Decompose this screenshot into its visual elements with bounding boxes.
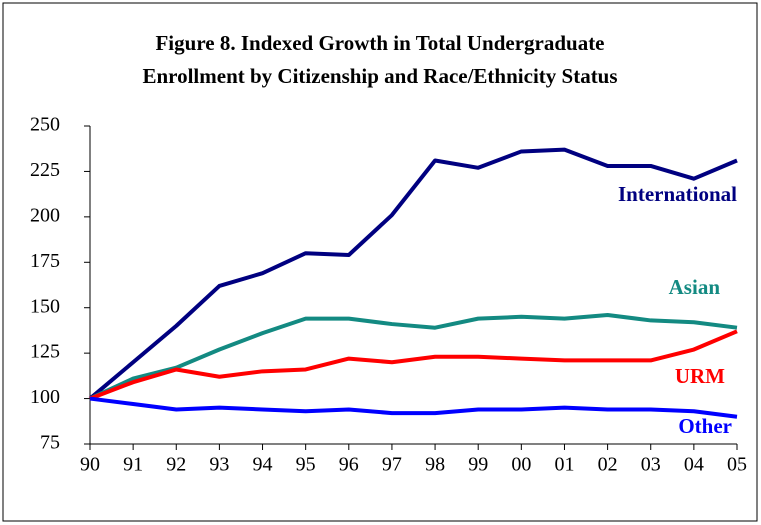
x-tick-label: 90: [80, 454, 100, 476]
series-label: Other: [678, 414, 732, 438]
series-label: International: [618, 182, 737, 206]
x-tick-label: 02: [598, 454, 618, 476]
x-tick-label: 94: [253, 454, 273, 476]
x-tick-label: 04: [684, 454, 704, 476]
y-tick-label: 225: [30, 159, 60, 181]
y-tick-label: 150: [30, 295, 60, 317]
chart-title: Enrollment by Citizenship and Race/Ethni…: [142, 64, 617, 88]
series-line: [89, 396, 738, 419]
x-tick-label: 93: [209, 454, 229, 476]
x-tick-label: 95: [296, 454, 316, 476]
chart-title: Figure 8. Indexed Growth in Total Underg…: [155, 31, 604, 55]
series-line: [89, 312, 738, 401]
x-tick-label: 05: [727, 454, 747, 476]
y-tick-label: 100: [30, 386, 60, 408]
x-tick-label: 96: [339, 454, 359, 476]
y-tick-label: 125: [30, 341, 60, 363]
x-tick-label: 03: [641, 454, 661, 476]
series-line: [89, 329, 738, 401]
x-tick-label: 92: [166, 454, 186, 476]
series-label: Asian: [669, 275, 721, 299]
y-tick-label: 75: [40, 432, 60, 454]
y-tick-label: 250: [30, 114, 60, 136]
y-tick-label: 200: [30, 204, 60, 226]
x-tick-label: 97: [382, 454, 402, 476]
series-label: URM: [675, 364, 725, 388]
x-tick-label: 91: [123, 454, 143, 476]
series-line: [88, 147, 738, 401]
y-tick-label: 175: [30, 250, 60, 272]
x-tick-label: 99: [468, 454, 488, 476]
x-tick-label: 98: [425, 454, 445, 476]
x-tick-label: 00: [511, 454, 531, 476]
x-tick-label: 01: [554, 454, 574, 476]
